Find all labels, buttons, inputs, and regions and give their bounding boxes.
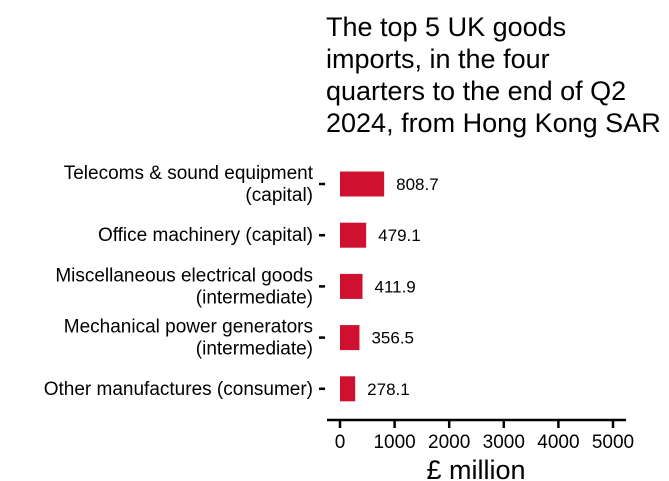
category-label: (intermediate) [196,339,313,360]
value-label: 356.5 [371,329,414,348]
x-axis-title: £ million [426,455,525,481]
category-label: Miscellaneous electrical goods [55,265,313,286]
x-tick-label: 0 [335,432,346,453]
value-labels: 808.7 479.1 411.9 356.5 278.1 [367,175,439,399]
value-label: 411.9 [374,277,415,296]
x-axis: 0 1000 2000 3000 4000 5000 [327,418,634,453]
x-tick-label: 3000 [483,432,525,453]
category-label: (capital) [245,185,313,206]
category-label: Other manufactures (consumer) [44,379,313,400]
x-tick-label: 5000 [592,432,634,453]
bar [340,273,363,299]
value-label: 278.1 [367,380,410,399]
value-label: 808.7 [396,175,439,194]
category-label: Mechanical power generators [64,317,313,338]
x-tick-label: 1000 [373,432,415,453]
category-labels: Telecoms & sound equipment(capital) Offic… [44,163,325,400]
category-label: (intermediate) [196,287,313,308]
bars [340,171,385,402]
title-line: quarters to the end of Q2 [326,76,626,106]
bar [340,222,367,248]
bar [340,376,356,402]
category-label: Office machinery (capital) [98,225,313,246]
bar [340,171,385,197]
x-tick-label: 4000 [537,432,579,453]
title-line: The top 5 UK goods [326,12,566,42]
title-line: imports, in the four [326,44,550,74]
x-tick-label: 2000 [428,432,470,453]
title-line: 2024, from Hong Kong SAR [326,108,661,138]
value-label: 479.1 [378,226,421,245]
bar [340,325,360,351]
category-label: Telecoms & sound equipment [64,163,314,184]
